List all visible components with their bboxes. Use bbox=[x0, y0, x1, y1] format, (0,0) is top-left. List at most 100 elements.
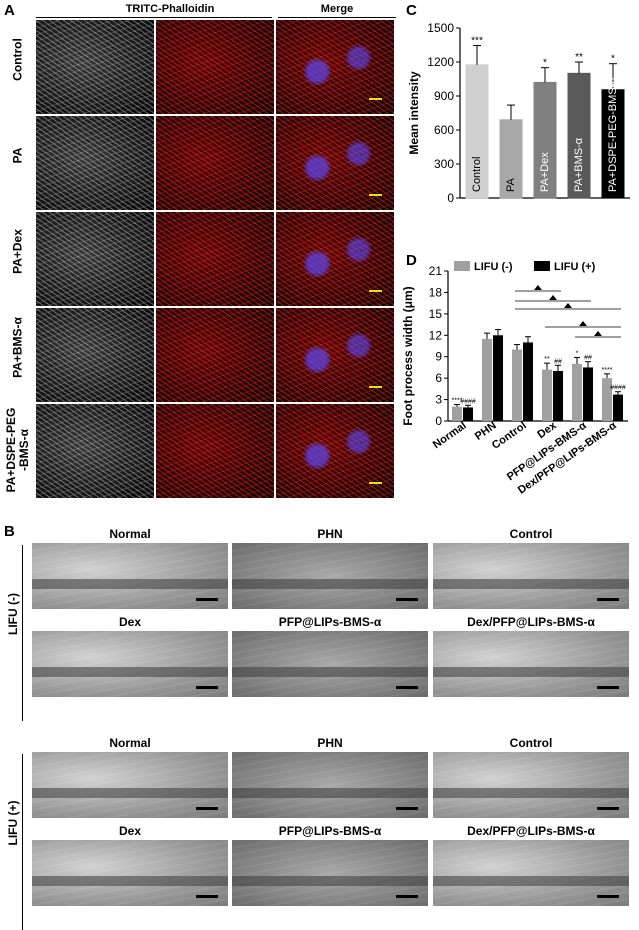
legend-swatch-0 bbox=[454, 261, 470, 271]
scale-bar bbox=[369, 194, 382, 196]
y-tick-label-1: 300 bbox=[434, 157, 454, 171]
scale-bar bbox=[396, 895, 418, 898]
tem-title-0-0: Normal bbox=[109, 527, 151, 541]
tem-title-1-5: Dex/PFP@LIPs-BMS-α bbox=[467, 824, 595, 838]
bar-0-0 bbox=[452, 406, 462, 421]
panel-b-letter: B bbox=[4, 523, 15, 540]
significance-2: * bbox=[543, 58, 547, 69]
significance-1-4: ## bbox=[584, 355, 592, 362]
scale-bar bbox=[396, 686, 418, 689]
significance-4: * bbox=[611, 54, 615, 65]
scale-bar bbox=[396, 807, 418, 810]
tem-title-0-4: PFP@LIPs-BMS-α bbox=[278, 615, 382, 629]
group-label-0: LIFU (-) bbox=[6, 593, 20, 635]
significance-0-5: **** bbox=[602, 367, 613, 374]
x-tick-label-2: Control bbox=[490, 420, 529, 452]
y-tick-label-7: 21 bbox=[429, 264, 443, 278]
basement-membrane bbox=[32, 876, 228, 887]
comparison-mark-2 bbox=[564, 303, 572, 308]
scale-bar bbox=[597, 895, 619, 898]
panel-d-letter: D bbox=[406, 252, 417, 269]
comparison-mark-4 bbox=[594, 331, 602, 336]
micrograph-merge-3 bbox=[276, 308, 394, 402]
tem-title-1-3: Dex bbox=[118, 824, 141, 838]
bar-1-1 bbox=[493, 335, 503, 421]
y-tick-label-0: 0 bbox=[447, 191, 454, 205]
tem-image-0-2 bbox=[433, 543, 629, 609]
micrograph-red-2 bbox=[156, 212, 274, 306]
panel-c-letter: C bbox=[406, 2, 417, 19]
significance-0: *** bbox=[471, 36, 483, 47]
chart-d: 0 3 6 9 12 15 18 21 Foot process width (μm) LIFU … bbox=[401, 261, 628, 497]
y-tick-label-0: 0 bbox=[435, 414, 442, 428]
group-label-1: LIFU (+) bbox=[6, 800, 20, 846]
bar-1-4 bbox=[583, 367, 593, 421]
row-label-4: PA+DSPE-PEG -BMS-α bbox=[4, 407, 31, 493]
scale-bar bbox=[196, 807, 218, 810]
col-header-tritc: TRITC-Phalloidin bbox=[125, 3, 215, 15]
bar-label-1: PA bbox=[505, 177, 517, 192]
micrograph-red-3 bbox=[156, 308, 274, 402]
basement-membrane bbox=[232, 788, 428, 799]
scale-bar bbox=[196, 686, 218, 689]
micrograph-merge-2 bbox=[276, 212, 394, 306]
scale-bar bbox=[369, 98, 382, 100]
bar-label-2: PA+Dex bbox=[539, 152, 551, 192]
y-axis-label: Foot process width (μm) bbox=[401, 286, 415, 425]
micrograph-gray-0 bbox=[36, 20, 154, 114]
micrograph-merge-0 bbox=[276, 20, 394, 114]
y-tick-label-4: 1200 bbox=[427, 55, 454, 69]
micrograph-red-1 bbox=[156, 116, 274, 210]
bar-0-1 bbox=[482, 338, 492, 421]
comparison-mark-3 bbox=[579, 321, 587, 326]
y-tick-label-5: 1500 bbox=[427, 21, 454, 35]
significance-3: ** bbox=[575, 52, 583, 63]
basement-membrane bbox=[32, 579, 228, 590]
panel-a-letter: A bbox=[4, 2, 15, 19]
micrograph-gray-1 bbox=[36, 116, 154, 210]
basement-membrane bbox=[32, 788, 228, 799]
scale-bar bbox=[597, 807, 619, 810]
y-tick-label-2: 6 bbox=[435, 371, 442, 385]
tem-title-0-5: Dex/PFP@LIPs-BMS-α bbox=[467, 615, 595, 629]
tem-title-1-0: Normal bbox=[109, 736, 151, 750]
y-tick-label-2: 600 bbox=[434, 123, 454, 137]
tem-title-0-1: PHN bbox=[317, 527, 343, 541]
bar-0-4 bbox=[572, 363, 582, 421]
y-tick-label-5: 15 bbox=[429, 307, 443, 321]
scale-bar bbox=[369, 290, 382, 292]
group-bracket-0 bbox=[22, 545, 23, 721]
legend-label-1: LIFU (+) bbox=[554, 261, 596, 273]
group-bracket-1 bbox=[22, 754, 23, 930]
tem-image-0-5 bbox=[433, 631, 629, 697]
tem-image-0-1 bbox=[232, 543, 428, 609]
y-tick-label-3: 9 bbox=[435, 350, 442, 364]
y-axis-label: Mean intensity bbox=[407, 71, 421, 155]
significance-1-5: #### bbox=[610, 385, 626, 392]
significance-1-0: #### bbox=[460, 398, 476, 405]
basement-membrane bbox=[433, 876, 629, 887]
bar-1-0 bbox=[463, 407, 473, 421]
micrograph-gray-3 bbox=[36, 308, 154, 402]
micrograph-red-4 bbox=[156, 404, 274, 498]
tem-image-0-3 bbox=[32, 631, 228, 697]
micrograph-merge-1 bbox=[276, 116, 394, 210]
tem-title-1-1: PHN bbox=[317, 736, 343, 750]
tem-image-1-0 bbox=[32, 752, 228, 818]
micrograph-merge-4 bbox=[276, 404, 394, 498]
tem-image-0-0 bbox=[32, 543, 228, 609]
scale-bar bbox=[597, 686, 619, 689]
scale-bar bbox=[369, 386, 382, 388]
significance-1-3: ## bbox=[554, 358, 562, 365]
scale-bar bbox=[597, 598, 619, 601]
y-tick-label-4: 12 bbox=[429, 328, 443, 342]
micrograph-gray-4 bbox=[36, 404, 154, 498]
tem-image-1-1 bbox=[232, 752, 428, 818]
micrograph-red-0 bbox=[156, 20, 274, 114]
micrograph-gray-2 bbox=[36, 212, 154, 306]
bar-0-3 bbox=[542, 369, 552, 421]
tem-image-1-2 bbox=[433, 752, 629, 818]
basement-membrane bbox=[433, 667, 629, 678]
basement-membrane bbox=[232, 667, 428, 678]
